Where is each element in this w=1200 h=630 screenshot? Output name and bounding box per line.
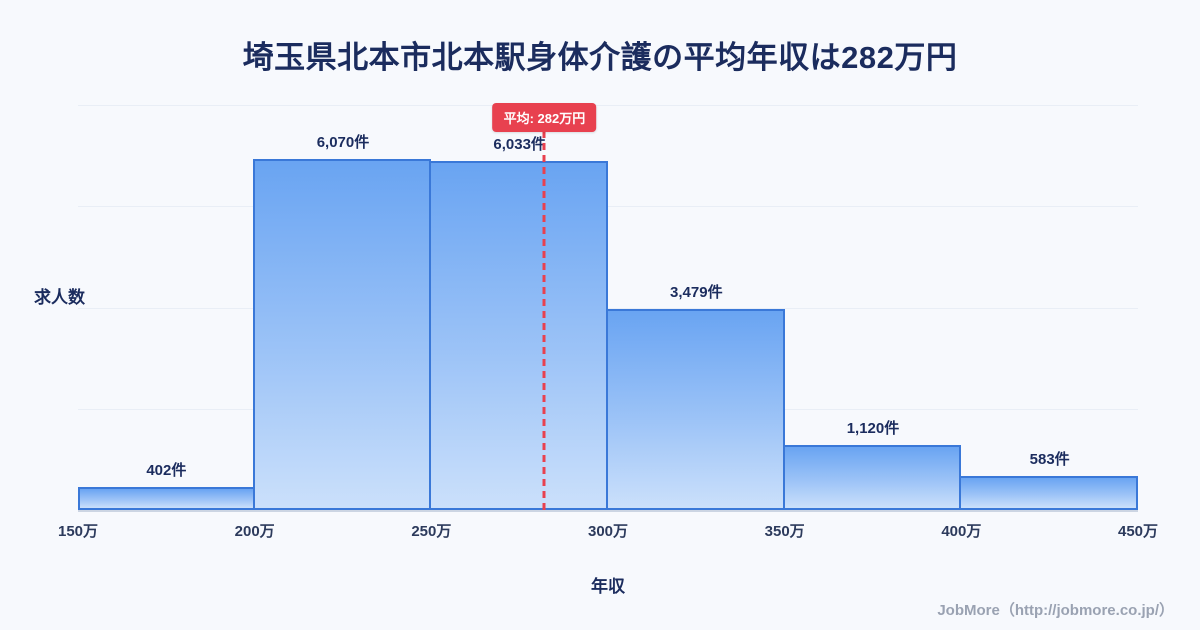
x-tick-400万: 400万 [941,523,982,540]
bar-150万-200万 [78,486,255,510]
bar-value-label: 583件 [1029,451,1070,469]
x-tick-200万: 200万 [234,523,275,540]
y-axis-label: 求人数 [34,288,85,307]
footer-credit: JobMore（http://jobmore.co.jp/） [937,602,1174,619]
bar-400万-450万 [959,476,1138,510]
x-tick-450万: 450万 [1117,523,1159,540]
bar-value-label: 1,120件 [846,420,900,438]
page-title: 埼玉県北本市北本駅身体介護の平均年収は282万円 [242,40,958,75]
gridline-1 [78,206,1138,208]
x-tick-350万: 350万 [764,523,805,540]
plot-area: 平均: 282万円 402件 6,070件 6,033件 3,479件 1,120件 58… [78,103,1138,512]
bar-350万-400万 [782,445,962,510]
average-line [542,119,546,510]
bar-value-label: 402件 [146,461,187,479]
bar-200万-250万 [252,158,432,510]
bar-value-label: 6,033件 [493,135,546,153]
x-tick-300万: 300万 [587,523,629,540]
gridline-2 [78,307,1138,309]
x-tick-250万: 250万 [411,523,452,540]
bar-300万-350万 [606,308,785,510]
bar-250万-300万 [429,160,608,510]
average-badge: 平均: 282万円 [492,103,597,132]
bar-value-label: 6,070件 [316,133,370,151]
x-axis-ticks: 150万 200万 250万 300万 350万 400万 450万 [58,520,1158,540]
x-tick-150万: 150万 [57,523,99,540]
bar-value-label: 3,479件 [670,283,723,301]
x-axis-label: 年収 [591,577,625,596]
gridline-0 [78,105,1138,106]
